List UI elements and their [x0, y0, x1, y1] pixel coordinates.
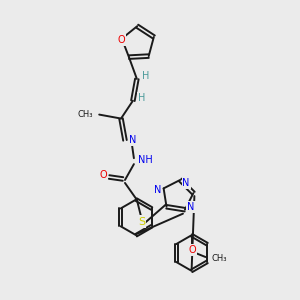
- Text: CH₃: CH₃: [78, 110, 93, 119]
- Text: H: H: [138, 93, 146, 103]
- Text: NH: NH: [138, 155, 153, 165]
- Text: O: O: [117, 34, 125, 45]
- Text: S: S: [138, 217, 146, 226]
- Text: O: O: [99, 170, 107, 180]
- Text: N: N: [154, 185, 161, 195]
- Text: CH₃: CH₃: [212, 254, 227, 263]
- Text: O: O: [189, 245, 196, 255]
- Text: N: N: [129, 135, 137, 145]
- Text: N: N: [182, 178, 190, 188]
- Text: H: H: [142, 71, 149, 81]
- Text: N: N: [187, 202, 195, 212]
